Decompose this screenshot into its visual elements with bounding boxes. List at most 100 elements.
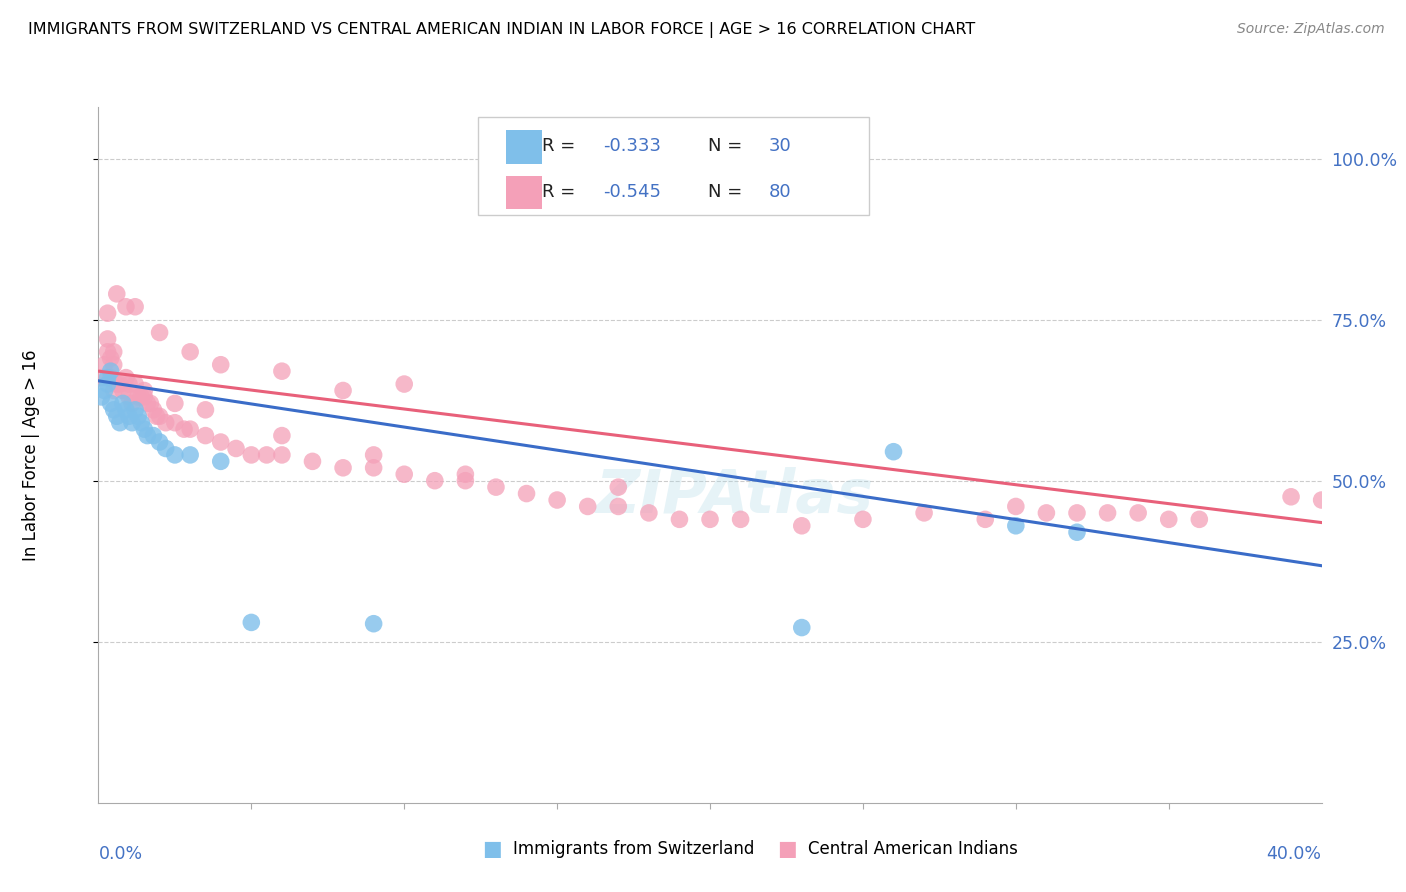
Point	[1004, 518, 1026, 533]
Point	[111, 384, 134, 398]
Point	[155, 442, 177, 456]
Text: -0.333: -0.333	[603, 137, 662, 155]
Text: IMMIGRANTS FROM SWITZERLAND VS CENTRAL AMERICAN INDIAN IN LABOR FORCE | AGE > 16: IMMIGRANTS FROM SWITZERLAND VS CENTRAL A…	[28, 22, 976, 38]
Point	[124, 300, 146, 314]
Point	[179, 344, 201, 359]
Point	[163, 448, 186, 462]
Point	[108, 377, 131, 392]
Point	[124, 377, 146, 392]
Point	[1066, 525, 1088, 540]
Point	[209, 454, 232, 468]
Point	[142, 402, 165, 417]
Point	[194, 428, 217, 442]
Point	[1128, 506, 1150, 520]
Point	[115, 402, 138, 417]
Point	[240, 615, 263, 630]
Point	[103, 384, 125, 398]
Text: R =: R =	[543, 137, 582, 155]
Text: ■: ■	[482, 839, 502, 859]
Point	[90, 390, 112, 404]
Point	[1066, 506, 1088, 520]
Point	[1310, 493, 1333, 508]
Text: 80: 80	[769, 183, 792, 201]
Point	[134, 384, 156, 398]
FancyBboxPatch shape	[478, 118, 869, 215]
Point	[912, 506, 935, 520]
Point	[136, 428, 159, 442]
Point	[97, 377, 120, 392]
Point	[115, 370, 138, 384]
Point	[97, 370, 120, 384]
Point	[145, 409, 167, 424]
Point	[454, 474, 477, 488]
Point	[883, 444, 905, 458]
Point	[179, 448, 201, 462]
Point	[111, 396, 134, 410]
Point	[163, 416, 186, 430]
Point	[546, 493, 568, 508]
Point	[173, 422, 195, 436]
FancyBboxPatch shape	[506, 130, 543, 163]
Text: N =: N =	[707, 137, 748, 155]
Point	[363, 448, 385, 462]
Point	[1035, 506, 1057, 520]
Point	[121, 416, 143, 430]
Point	[103, 402, 125, 417]
Point	[1279, 490, 1302, 504]
FancyBboxPatch shape	[506, 176, 543, 209]
Point	[485, 480, 508, 494]
Point	[105, 409, 128, 424]
Text: 30: 30	[769, 137, 792, 155]
Point	[118, 409, 141, 424]
Point	[129, 416, 152, 430]
Point	[209, 435, 232, 450]
Point	[240, 448, 263, 462]
Point	[136, 396, 159, 410]
Text: ZIPAtlas: ZIPAtlas	[596, 467, 873, 526]
Point	[105, 286, 128, 301]
Point	[108, 416, 131, 430]
Point	[149, 409, 172, 424]
Point	[149, 326, 172, 340]
Text: -0.545: -0.545	[603, 183, 662, 201]
Point	[607, 480, 630, 494]
Text: In Labor Force | Age > 16: In Labor Force | Age > 16	[22, 349, 41, 561]
Point	[209, 358, 232, 372]
Point	[270, 448, 292, 462]
Point	[100, 364, 122, 378]
Text: ■: ■	[778, 839, 797, 859]
Point	[134, 390, 156, 404]
Point	[607, 500, 630, 514]
Point	[124, 402, 146, 417]
Point	[576, 500, 599, 514]
Point	[139, 396, 162, 410]
Point	[363, 460, 385, 475]
Point	[127, 409, 149, 424]
Text: Immigrants from Switzerland: Immigrants from Switzerland	[513, 840, 755, 858]
Point	[1097, 506, 1119, 520]
Point	[1157, 512, 1180, 526]
Point	[103, 358, 125, 372]
Point	[301, 454, 323, 468]
Point	[852, 512, 875, 526]
Point	[256, 448, 278, 462]
Point	[115, 300, 138, 314]
Point	[423, 474, 446, 488]
Text: 40.0%: 40.0%	[1267, 845, 1322, 863]
Point	[118, 390, 141, 404]
Point	[225, 442, 247, 456]
Point	[100, 396, 122, 410]
Point	[974, 512, 997, 526]
Point	[730, 512, 752, 526]
Point	[637, 506, 661, 520]
Point	[118, 377, 141, 392]
Point	[194, 402, 217, 417]
Text: N =: N =	[707, 183, 748, 201]
Point	[155, 416, 177, 430]
Point	[149, 435, 172, 450]
Text: Central American Indians: Central American Indians	[808, 840, 1018, 858]
Point	[97, 344, 120, 359]
Point	[790, 621, 813, 635]
Point	[332, 384, 354, 398]
Point	[103, 344, 125, 359]
